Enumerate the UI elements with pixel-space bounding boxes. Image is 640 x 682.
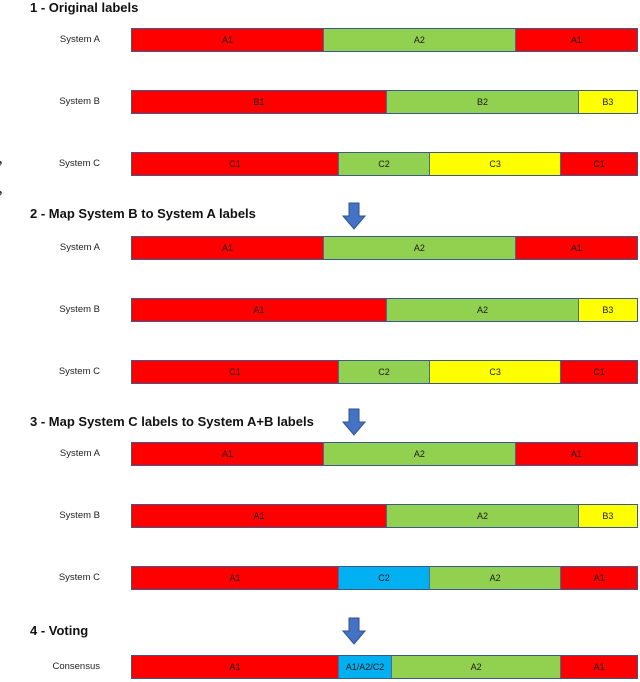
label-segment: B1 [132,91,388,113]
label-segment: B3 [578,91,637,113]
label-segment: C2 [339,153,430,175]
down-arrow-icon [341,617,367,645]
label-segment: A1 [132,567,340,589]
label-segment: A1 [132,656,340,678]
label-segment: A1 [132,29,324,51]
label-bar: A1 A1/A2/C2 A2 A1 [131,655,638,679]
system-label: System B [59,96,100,107]
label-segment: A1 [515,29,637,51]
system-label: System C [58,158,100,169]
system-label: System C [58,572,100,583]
label-segment: C1 [561,153,637,175]
label-segment: C3 [429,361,562,383]
label-segment: A2 [387,505,579,527]
label-segment: C1 [561,361,637,383]
label-segment: A1 [132,505,388,527]
label-segment: A1 [132,299,388,321]
system-label: System B [59,304,100,315]
label-segment: A2 [392,656,562,678]
label-bar: A1 A2 B3 [131,504,638,528]
label-bar: C1 C2 C3 C1 [131,360,638,384]
label-segment: A2 [323,237,516,259]
label-bar: A1 A2 A1 [131,442,638,466]
label-segment: A1 [561,567,637,589]
label-segment: C2 [339,567,430,589]
down-arrow-icon [341,202,367,230]
label-segment: A1/A2/C2 [339,656,393,678]
label-segment: C1 [132,361,340,383]
system-label: System C [58,366,100,377]
label-segment: C3 [429,153,562,175]
label-bar: A1 A2 A1 [131,28,638,52]
label-bar: C1 C2 C3 C1 [131,152,638,176]
label-segment: A2 [323,29,516,51]
label-bar: A1 A2 A1 [131,236,638,260]
label-segment: A1 [132,443,324,465]
label-segment: C2 [339,361,430,383]
label-segment: A2 [387,299,579,321]
cropped-text-fragment: , [0,176,3,199]
section-heading: 1 - Original labels [30,0,139,15]
label-bar: A1 A2 B3 [131,298,638,322]
label-segment: A2 [429,567,562,589]
label-segment: A1 [515,237,637,259]
label-bar: B1 B2 B3 [131,90,638,114]
label-segment: C1 [132,153,340,175]
label-segment: A1 [515,443,637,465]
section-heading: 4 - Voting [30,623,89,638]
system-label: System B [59,510,100,521]
label-segment: B3 [578,505,637,527]
label-segment: B2 [387,91,579,113]
label-segment: B3 [578,299,637,321]
system-label: System A [59,34,100,45]
system-label: Consensus [52,661,100,672]
label-segment: A1 [132,237,324,259]
label-segment: A2 [323,443,516,465]
label-bar: A1 C2 A2 A1 [131,566,638,590]
cropped-text-fragment: , [0,146,3,169]
system-label: System A [59,448,100,459]
system-label: System A [59,242,100,253]
label-segment: A1 [561,656,637,678]
section-heading: 3 - Map System C labels to System A+B la… [30,414,314,429]
down-arrow-icon [341,408,367,436]
section-heading: 2 - Map System B to System A labels [30,206,256,221]
